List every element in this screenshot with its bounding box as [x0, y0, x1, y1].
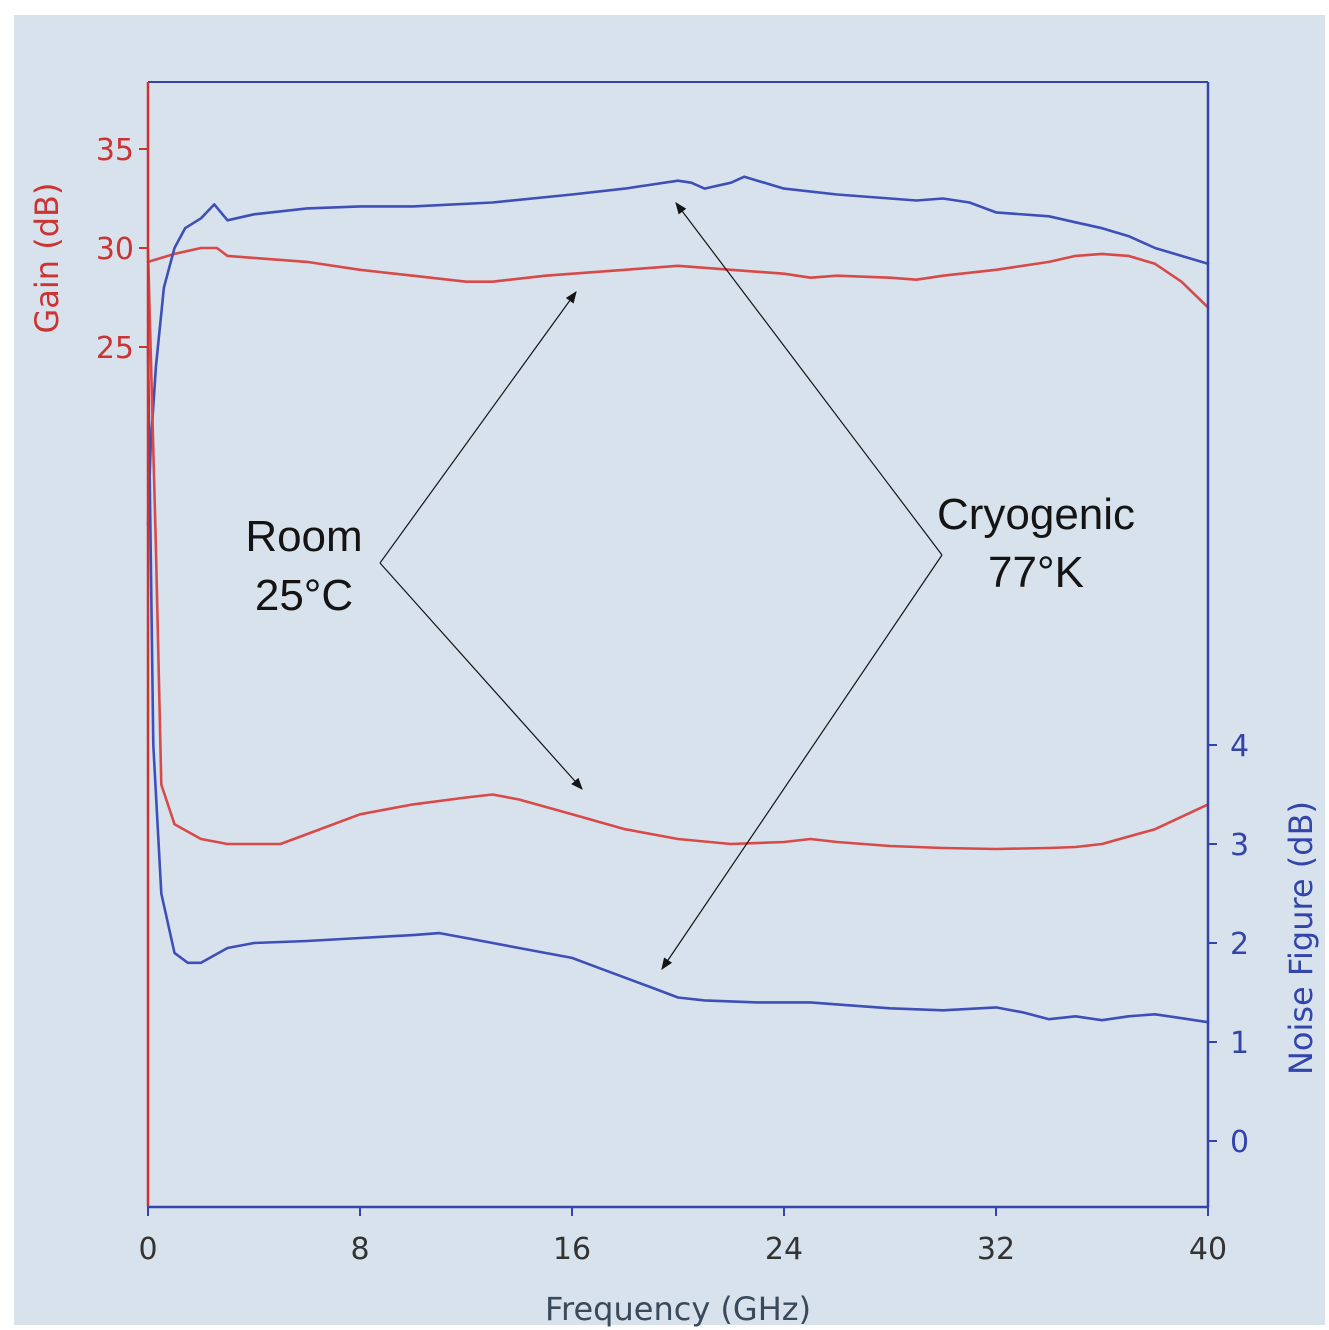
cryogenic-annotation-line1: Cryogenic	[937, 490, 1135, 539]
room-noise-figure-arrow	[379, 562, 583, 790]
annotation-arrows	[379, 202, 943, 970]
x-tick-label: 32	[977, 1232, 1015, 1267]
cryogenic-noise-figure-arrow	[661, 554, 943, 970]
series-layer	[146, 175, 1210, 1024]
x-tick-label: 40	[1189, 1232, 1227, 1267]
gain-tick-label: 30	[96, 232, 134, 267]
room-annotation-line2: 25°C	[255, 571, 353, 620]
room-gain-arrow	[379, 291, 577, 564]
gain-tick-label: 35	[96, 133, 134, 168]
gain-tick-label: 25	[96, 331, 134, 366]
chart-background	[14, 15, 1325, 1325]
gain-axis-title: Gain (dB)	[28, 183, 66, 334]
cryogenic-gain-arrow	[675, 202, 943, 556]
noise-figure-axis-title: Noise Figure (dB)	[1282, 801, 1320, 1075]
room-noise-figure-line	[146, 248, 1210, 851]
cryogenic-noise-figure-line	[146, 347, 1210, 1024]
x-tick-label: 16	[553, 1232, 591, 1267]
room-annotation-line1: Room	[245, 512, 362, 561]
x-tick-label: 0	[138, 1232, 157, 1267]
x-tick-label: 8	[350, 1232, 369, 1267]
cryogenic-gain-line	[146, 175, 1210, 527]
x-tick-label: 24	[765, 1232, 803, 1267]
noise-figure-tick-label: 4	[1230, 729, 1249, 764]
noise-figure-tick-label: 2	[1230, 927, 1249, 962]
noise-figure-tick-label: 3	[1230, 828, 1249, 863]
noise-figure-tick-label: 1	[1230, 1026, 1249, 1061]
noise-figure-tick-label: 0	[1230, 1125, 1249, 1160]
room-gain-line	[146, 246, 1210, 309]
cryogenic-annotation-line2: 77°K	[988, 548, 1084, 597]
x-axis-title: Frequency (GHz)	[545, 1290, 811, 1328]
